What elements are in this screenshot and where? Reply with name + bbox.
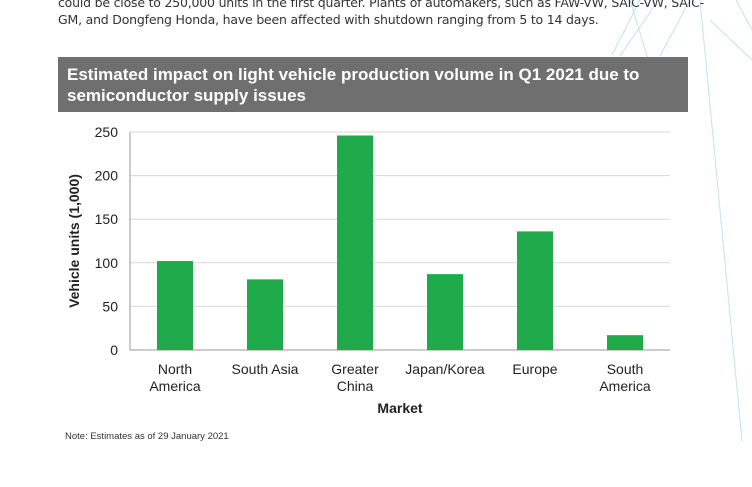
y-axis-label: Vehicle units (1,000) — [66, 174, 82, 308]
x-tick-label: Greater China — [331, 361, 379, 394]
y-tick-label: 200 — [95, 168, 119, 184]
x-tick-label: Japan/Korea — [405, 361, 485, 377]
intro-line-2: GM, and Dongfeng Honda, have been affect… — [58, 12, 599, 27]
bar-chart: 0 50 100 150 200 250 North America South Asia Gre… — [66, 124, 670, 416]
bar — [337, 135, 373, 350]
x-tick-label: South Asia — [232, 361, 299, 377]
chart-title: Estimated impact on light vehicle produc… — [67, 65, 640, 105]
footnote: Note: Estimates as of 29 January 2021 — [65, 431, 229, 442]
y-tick-label: 250 — [95, 124, 119, 140]
bar — [607, 335, 643, 350]
bar — [157, 261, 193, 350]
y-tick-label: 100 — [95, 255, 119, 271]
x-tick-label: South America — [599, 361, 651, 394]
bar — [517, 231, 553, 350]
y-tick-label: 0 — [110, 342, 118, 358]
chart-panel: Estimated impact on light vehicle produc… — [58, 57, 688, 447]
x-axis-label: Market — [377, 400, 422, 416]
intro-line-1: could be close to 250,000 units in the f… — [58, 0, 704, 10]
intro-paragraph: could be close to 250,000 units in the f… — [58, 0, 704, 28]
x-tick-label: Europe — [512, 361, 557, 377]
bar — [427, 274, 463, 350]
y-tick-label: 50 — [102, 298, 118, 314]
x-tick-label: North America — [149, 361, 201, 394]
bar — [247, 279, 283, 350]
chart-title-bar: Estimated impact on light vehicle produc… — [58, 57, 688, 112]
y-tick-label: 150 — [95, 211, 119, 227]
